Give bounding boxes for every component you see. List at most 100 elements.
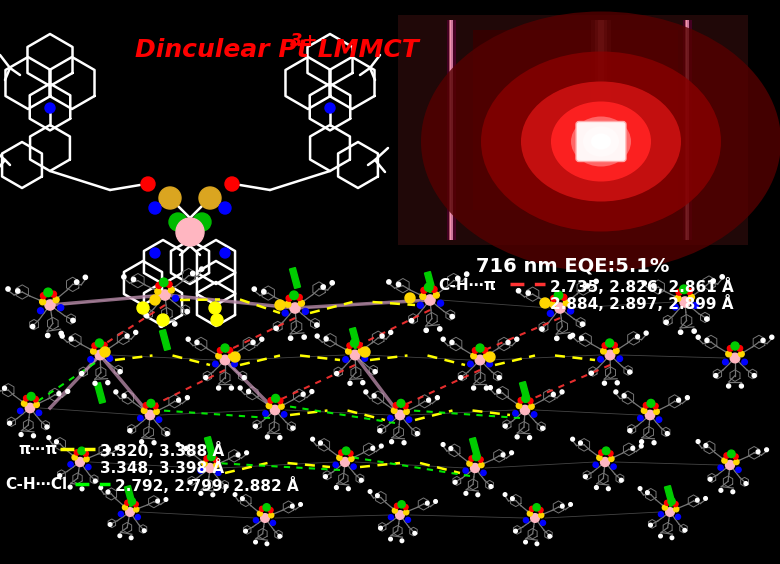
Circle shape xyxy=(605,339,614,347)
Ellipse shape xyxy=(571,117,631,166)
Circle shape xyxy=(166,281,172,287)
Circle shape xyxy=(128,429,132,433)
Circle shape xyxy=(744,482,748,486)
Circle shape xyxy=(346,349,351,354)
Circle shape xyxy=(133,502,138,507)
Circle shape xyxy=(330,281,335,285)
Circle shape xyxy=(90,349,96,354)
Circle shape xyxy=(213,361,218,367)
Circle shape xyxy=(561,504,564,508)
Circle shape xyxy=(404,409,410,415)
Circle shape xyxy=(8,421,12,425)
Circle shape xyxy=(656,417,661,422)
Circle shape xyxy=(571,437,575,441)
Circle shape xyxy=(435,396,439,400)
Circle shape xyxy=(705,338,709,342)
Circle shape xyxy=(431,287,437,292)
Circle shape xyxy=(137,416,143,421)
Circle shape xyxy=(680,297,690,307)
Circle shape xyxy=(274,326,278,331)
Circle shape xyxy=(425,501,429,505)
Circle shape xyxy=(125,334,129,338)
Circle shape xyxy=(319,441,322,445)
Circle shape xyxy=(302,335,307,339)
Circle shape xyxy=(373,369,377,373)
Bar xyxy=(349,328,360,349)
Circle shape xyxy=(676,289,682,295)
Circle shape xyxy=(675,514,680,519)
Circle shape xyxy=(674,507,679,512)
Text: C-H⋯π: C-H⋯π xyxy=(438,278,496,293)
Circle shape xyxy=(413,531,417,535)
Circle shape xyxy=(106,490,110,494)
Text: 2.884, 2.897, 2.899 Å: 2.884, 2.897, 2.899 Å xyxy=(550,295,733,312)
Circle shape xyxy=(325,103,335,113)
Circle shape xyxy=(378,429,382,433)
Circle shape xyxy=(36,410,41,416)
Circle shape xyxy=(388,331,392,334)
Circle shape xyxy=(464,491,468,495)
Circle shape xyxy=(395,411,405,420)
Circle shape xyxy=(689,294,694,300)
Circle shape xyxy=(569,503,573,506)
Circle shape xyxy=(286,296,292,301)
Circle shape xyxy=(608,451,613,456)
Circle shape xyxy=(734,459,739,465)
Circle shape xyxy=(631,446,635,450)
Circle shape xyxy=(236,453,240,457)
Circle shape xyxy=(509,451,513,455)
Circle shape xyxy=(150,248,160,258)
Circle shape xyxy=(95,339,104,347)
Circle shape xyxy=(683,528,686,532)
Circle shape xyxy=(232,361,237,367)
Circle shape xyxy=(362,356,367,362)
Circle shape xyxy=(652,284,656,288)
Circle shape xyxy=(583,475,587,478)
Circle shape xyxy=(675,296,681,301)
Circle shape xyxy=(2,386,6,390)
Circle shape xyxy=(465,272,469,276)
Circle shape xyxy=(129,536,133,540)
Ellipse shape xyxy=(551,102,651,182)
Circle shape xyxy=(233,493,237,496)
Circle shape xyxy=(602,447,610,455)
Circle shape xyxy=(310,390,314,394)
Circle shape xyxy=(141,177,155,191)
Circle shape xyxy=(615,381,619,385)
Bar xyxy=(125,486,136,506)
Circle shape xyxy=(195,341,199,345)
Circle shape xyxy=(665,431,669,435)
Bar xyxy=(447,20,450,240)
Circle shape xyxy=(697,439,700,443)
Circle shape xyxy=(726,351,732,357)
Bar xyxy=(665,486,675,506)
Circle shape xyxy=(213,457,218,462)
Circle shape xyxy=(590,371,594,375)
Circle shape xyxy=(597,356,603,362)
Circle shape xyxy=(421,288,427,293)
Circle shape xyxy=(350,339,358,347)
Circle shape xyxy=(473,347,478,353)
Circle shape xyxy=(704,444,707,447)
Text: LMMCT: LMMCT xyxy=(309,38,419,62)
Text: Dinculear Pt: Dinculear Pt xyxy=(135,38,309,62)
Circle shape xyxy=(58,474,62,478)
Circle shape xyxy=(482,347,488,353)
Circle shape xyxy=(218,347,223,353)
Circle shape xyxy=(335,372,339,376)
Circle shape xyxy=(202,461,207,466)
Circle shape xyxy=(420,293,426,299)
Circle shape xyxy=(296,294,302,301)
Circle shape xyxy=(224,484,228,488)
Circle shape xyxy=(628,429,632,433)
Circle shape xyxy=(388,416,393,421)
Circle shape xyxy=(45,425,49,429)
Circle shape xyxy=(476,493,480,497)
Circle shape xyxy=(679,330,682,334)
Circle shape xyxy=(154,409,159,415)
Circle shape xyxy=(84,457,89,462)
Circle shape xyxy=(473,453,480,461)
Circle shape xyxy=(515,435,519,439)
Circle shape xyxy=(303,309,308,314)
Circle shape xyxy=(516,403,522,408)
